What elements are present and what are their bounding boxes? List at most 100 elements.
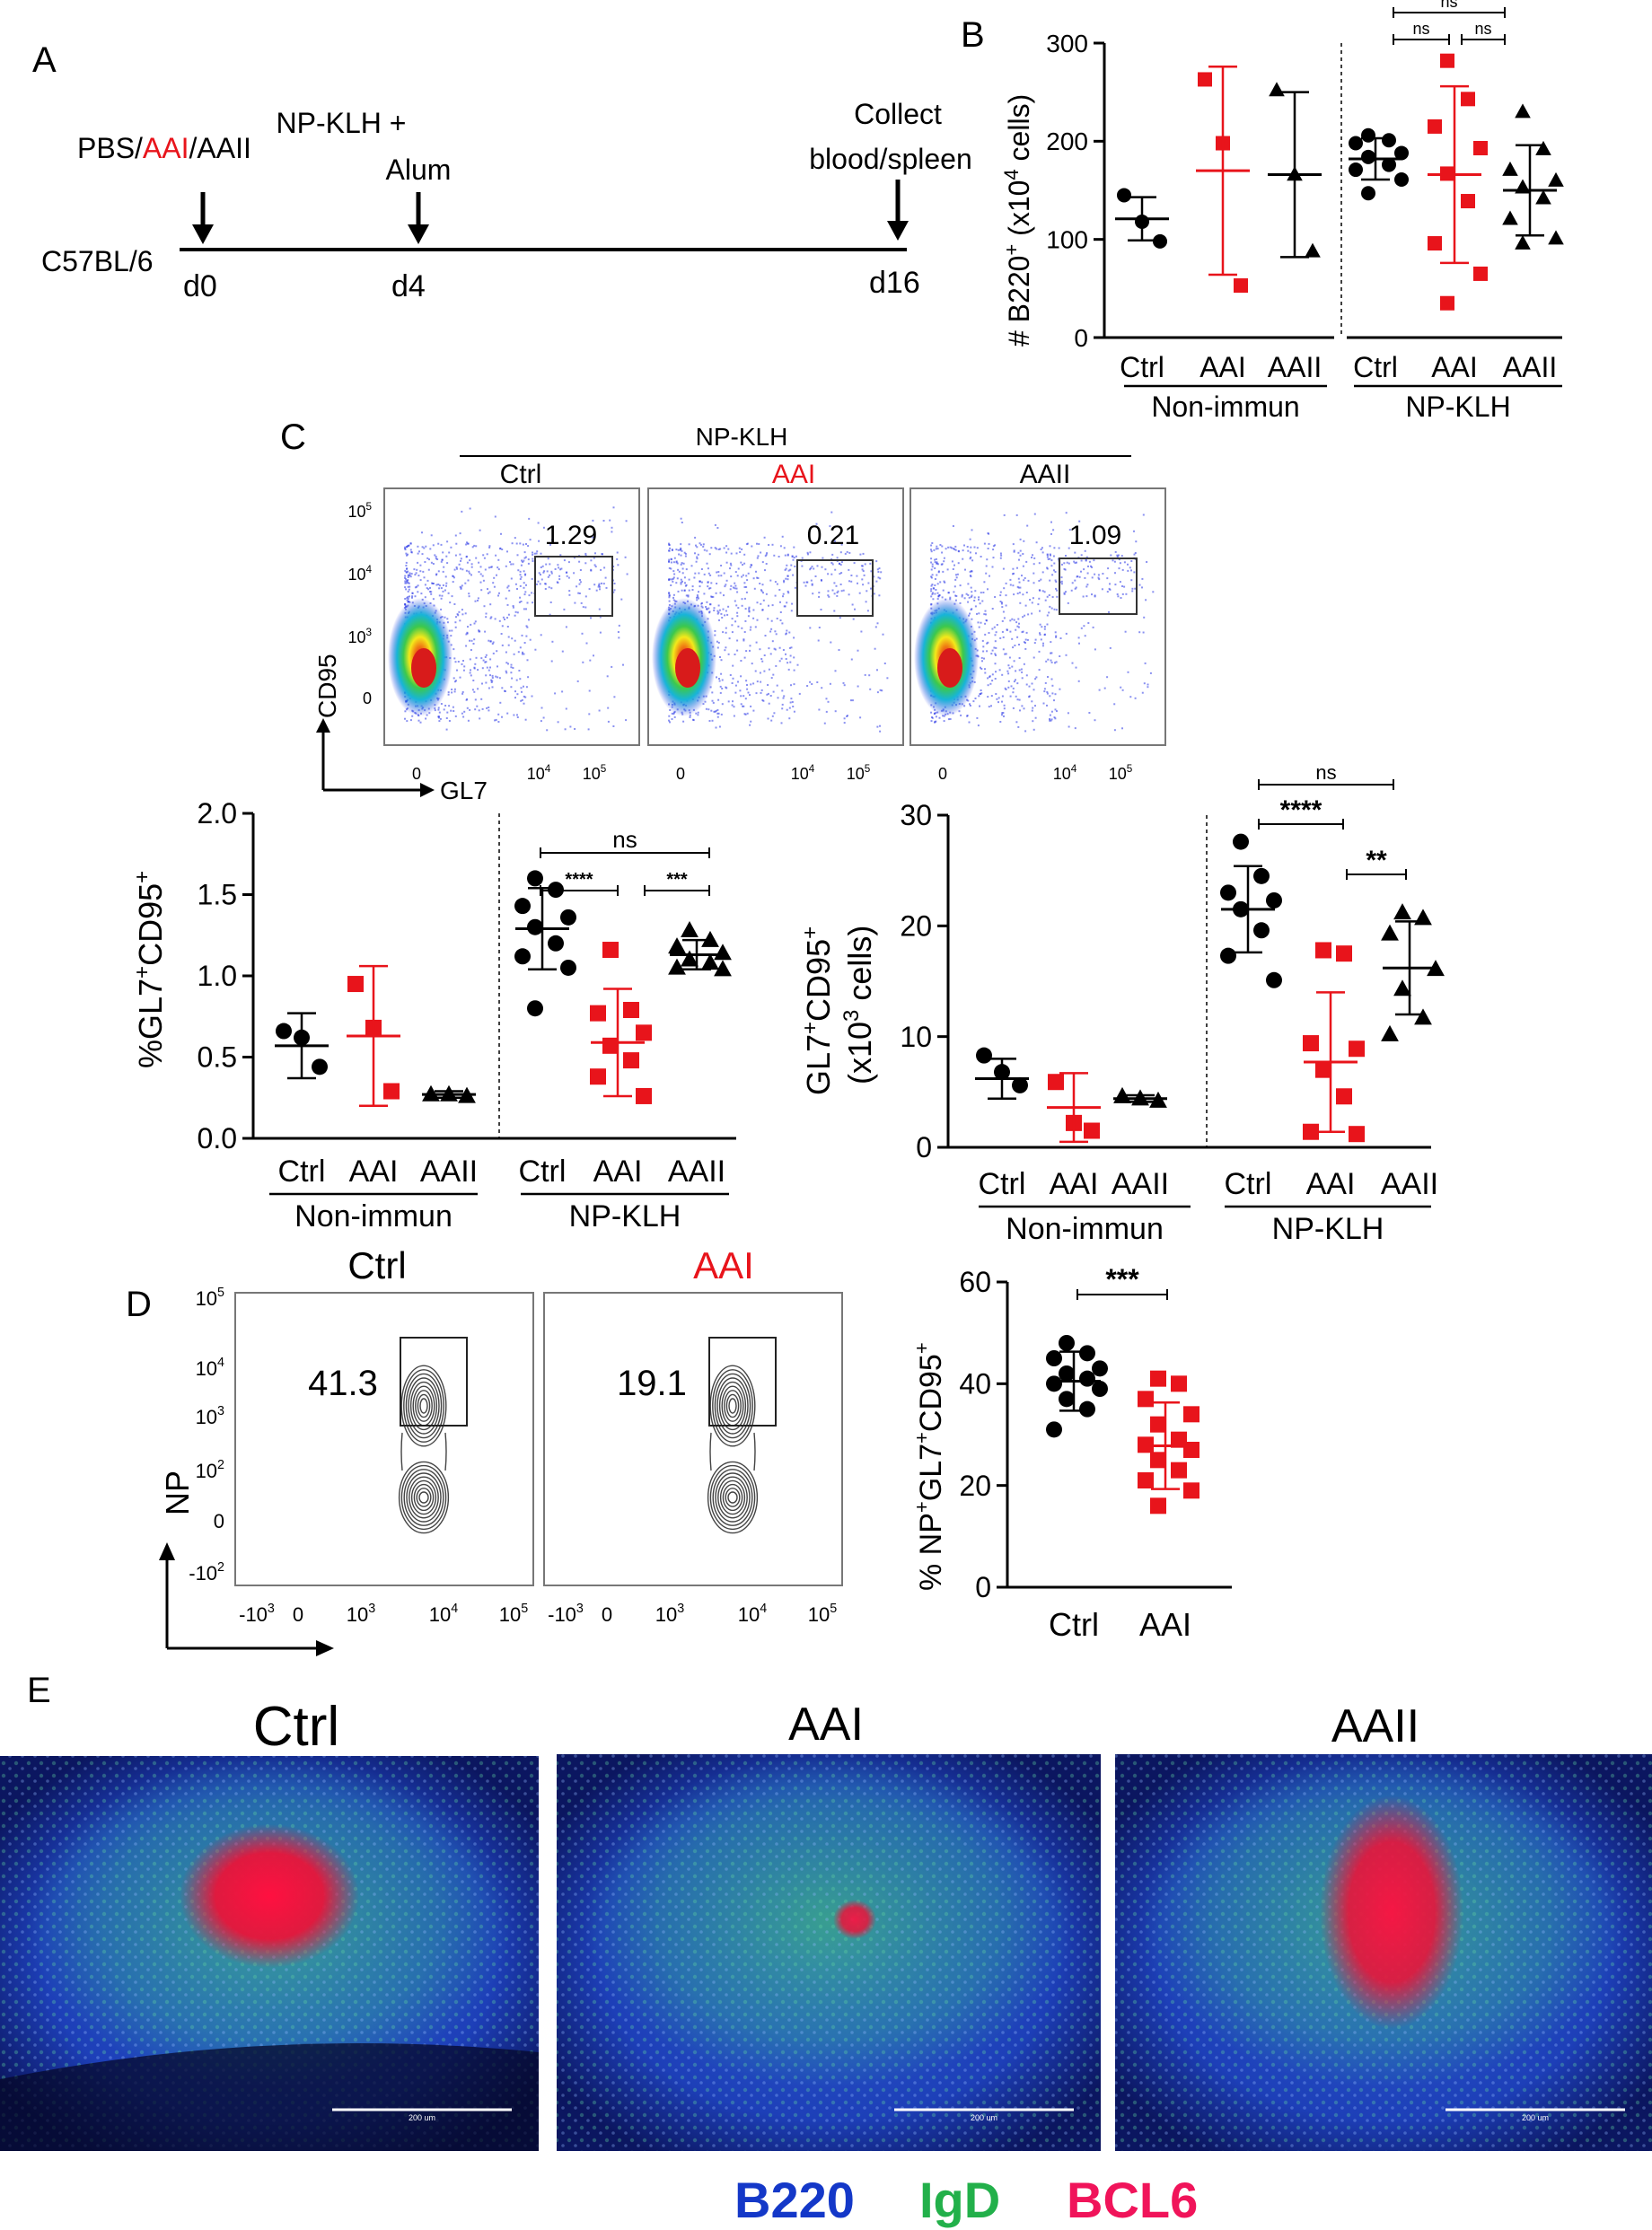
- flow-event: [725, 631, 727, 634]
- flow-event: [1033, 557, 1036, 559]
- flow-event: [685, 594, 688, 597]
- flow-event: [1055, 581, 1058, 584]
- flow-event: [511, 542, 514, 545]
- tick-label: -102: [189, 1560, 224, 1585]
- flow-event: [451, 629, 453, 632]
- flow-event: [1009, 584, 1012, 586]
- flow-event: [1019, 549, 1022, 552]
- flow-event: [1091, 566, 1094, 568]
- flow-event: [432, 598, 435, 601]
- flow-event: [523, 653, 525, 655]
- flow-event: [708, 610, 711, 613]
- flow-event: [807, 553, 809, 556]
- data-point: [1092, 1360, 1108, 1377]
- flow-event: [1013, 550, 1015, 553]
- flow-event: [970, 570, 972, 573]
- flow-event: [850, 699, 852, 702]
- flow-event: [460, 587, 462, 590]
- flow-event: [539, 583, 541, 585]
- flow-event: [684, 555, 687, 558]
- flow-event: [703, 549, 706, 551]
- flow-event: [1076, 575, 1078, 578]
- flow-event: [760, 658, 763, 660]
- flow-event: [1085, 558, 1087, 561]
- flow-event: [498, 592, 500, 594]
- flow-event: [668, 594, 671, 597]
- flow-event: [1088, 560, 1091, 563]
- flow-event: [1147, 686, 1149, 689]
- flow-event: [936, 574, 938, 576]
- flow-event: [434, 709, 436, 712]
- flow-event: [953, 591, 955, 593]
- flow-event: [725, 545, 728, 548]
- flow-event: [876, 622, 879, 625]
- flow-event: [976, 716, 979, 719]
- flow-event: [537, 522, 540, 524]
- flow-event: [1026, 638, 1029, 641]
- flow-event: [438, 716, 440, 718]
- tick-label: 105: [1109, 763, 1133, 783]
- flow-event: [834, 568, 837, 571]
- tick-label: 103: [196, 1404, 224, 1428]
- flow-event: [708, 553, 711, 556]
- series-aai: [1303, 942, 1365, 1143]
- flow-event: [1130, 560, 1133, 562]
- data-point: [1150, 1416, 1166, 1433]
- flow-event: [1050, 521, 1052, 523]
- flow-event: [519, 578, 522, 580]
- flow-event: [935, 716, 937, 718]
- flow-event: [478, 561, 480, 564]
- flow-event: [696, 558, 699, 560]
- flow-event: [980, 621, 982, 624]
- flow-event: [563, 559, 566, 562]
- flow-event: [438, 716, 440, 719]
- flow-event: [548, 586, 550, 589]
- flow-event: [526, 626, 529, 628]
- x-tick-label: AAII: [1112, 1167, 1169, 1201]
- flow-event: [934, 593, 936, 595]
- flow-event: [1046, 623, 1049, 626]
- tick-label: -103: [239, 1602, 275, 1626]
- panel-d-label: D: [126, 1285, 152, 1324]
- flow-event: [1056, 595, 1059, 598]
- flow-event: [1017, 626, 1020, 628]
- significance-label: ***: [666, 870, 688, 890]
- flow-event: [445, 582, 448, 584]
- flow-event: [542, 716, 545, 719]
- data-point: [1502, 210, 1518, 225]
- flow-event: [1015, 628, 1017, 631]
- flow-event: [1087, 565, 1089, 567]
- legend-igd: IgD: [919, 2172, 1000, 2228]
- x-tick-label: AAII: [668, 1155, 725, 1189]
- flow-event: [1039, 632, 1041, 635]
- flow-event: [540, 578, 543, 581]
- flow-event: [521, 634, 523, 637]
- flow-event: [488, 639, 490, 642]
- flow-event: [764, 555, 767, 558]
- flow-event: [1031, 709, 1033, 712]
- flow-event: [705, 606, 707, 608]
- flow-event: [510, 563, 513, 566]
- flow-event: [963, 544, 965, 547]
- flow-event: [1152, 591, 1155, 593]
- flow-event: [834, 540, 836, 542]
- flow-event: [742, 574, 744, 576]
- flow-event: [475, 557, 478, 559]
- flow-event: [936, 562, 938, 565]
- flow-event: [550, 539, 553, 541]
- flow-event: [549, 563, 551, 566]
- panel-a-label: A: [32, 40, 57, 80]
- flow-event: [670, 584, 672, 586]
- flow-event: [1044, 681, 1047, 684]
- flow-event: [1016, 593, 1019, 595]
- flow-event: [734, 600, 736, 602]
- flow-event: [438, 720, 441, 723]
- flow-event: [1001, 630, 1004, 633]
- flow-event: [440, 560, 443, 563]
- flow-event: [720, 565, 723, 566]
- flow-event: [978, 596, 980, 599]
- flow-event: [1018, 592, 1021, 594]
- flow-event: [879, 724, 881, 727]
- flow-event: [461, 510, 463, 513]
- flow-event: [731, 704, 734, 707]
